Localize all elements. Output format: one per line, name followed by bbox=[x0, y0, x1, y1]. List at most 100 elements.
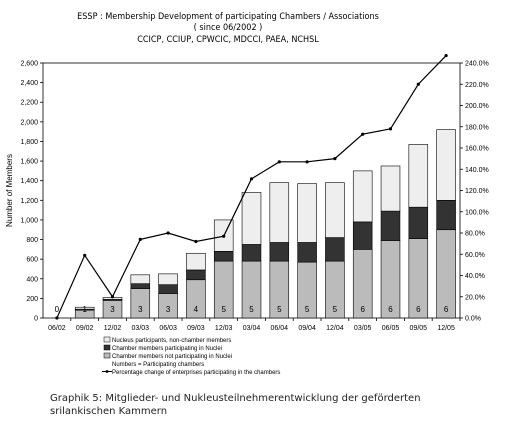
bar-segment bbox=[186, 269, 206, 281]
bar-segment bbox=[130, 274, 151, 284]
bars: 0 1 3 3 3 4 5 5 5 5 5 6 6 6 6 bbox=[55, 129, 456, 319]
line-point bbox=[277, 160, 281, 164]
y2-tick-label: 100.0% bbox=[465, 209, 489, 216]
line-point bbox=[416, 82, 420, 86]
y-tick-label: 2,200 bbox=[20, 100, 38, 107]
bar-data-label: 0 bbox=[55, 305, 60, 314]
bar-data-label: 6 bbox=[388, 305, 393, 314]
y-tick-label: 1,600 bbox=[20, 159, 38, 166]
bar-segment bbox=[158, 273, 178, 285]
x-tick-label: 06/02 bbox=[48, 325, 66, 332]
chart-title: ESSP : Membership Development of partici… bbox=[77, 12, 379, 45]
y2-tick-label: 80.0% bbox=[465, 231, 485, 238]
x-tick-label: 09/05 bbox=[410, 325, 428, 332]
bar-segment bbox=[74, 306, 95, 310]
bar-segment bbox=[436, 200, 456, 231]
x-tick-label: 06/05 bbox=[382, 325, 400, 332]
y-tick-label: 1,000 bbox=[20, 217, 38, 224]
bar-segment bbox=[158, 284, 178, 294]
bar-segment bbox=[436, 129, 456, 201]
bar-data-label: 1 bbox=[82, 305, 87, 314]
legend-label: Percentage change of enterprises partici… bbox=[112, 370, 280, 376]
legend-label: Chamber members not participating in Nuc… bbox=[112, 354, 232, 360]
bar-data-label: 5 bbox=[221, 305, 226, 314]
y-tick-label: 0 bbox=[34, 316, 38, 323]
bar-segment bbox=[325, 182, 345, 238]
bar-data-label: 5 bbox=[333, 305, 338, 314]
y-tick-label: 1,200 bbox=[20, 198, 38, 205]
y2-tick-label: 160.0% bbox=[465, 146, 489, 153]
y-axis-title: Number of Members bbox=[5, 154, 14, 227]
x-tick-label: 12/02 bbox=[104, 325, 122, 332]
x-tick-label: 06/04 bbox=[271, 325, 289, 332]
x-tick-label: 06/03 bbox=[159, 325, 177, 332]
legend-label: Chamber members participating in Nuclei bbox=[112, 346, 222, 352]
x-tick-label: 03/03 bbox=[132, 325, 150, 332]
bar-data-label: 5 bbox=[305, 305, 310, 314]
legend-label: Nucleus participants, non-chamber member… bbox=[112, 338, 231, 344]
legend-line-marker bbox=[105, 370, 109, 373]
bar-data-label: 4 bbox=[194, 305, 199, 314]
y-tick-label: 800 bbox=[26, 237, 38, 244]
chart-title-line-2: ( since 06/2002 ) bbox=[194, 23, 263, 33]
y2-tick-label: 240.0% bbox=[465, 61, 489, 68]
bar-data-label: 3 bbox=[138, 305, 143, 314]
chart-title-line-3: CCICP, CCIUP, CPWCIC, MDCCI, PAEA, NCHSL bbox=[137, 35, 319, 45]
bar-data-label: 5 bbox=[249, 305, 254, 314]
bar-segment bbox=[269, 182, 290, 243]
line-point bbox=[55, 316, 59, 320]
bar-data-label: 6 bbox=[360, 305, 365, 314]
y-tick-label: 1,400 bbox=[20, 178, 38, 185]
x-tick-label: 03/04 bbox=[243, 325, 261, 332]
y-tick-label: 200 bbox=[26, 296, 38, 303]
y2-tick-label: 140.0% bbox=[465, 167, 489, 174]
y2-tick-label: 0.0% bbox=[465, 316, 481, 323]
bar-segment bbox=[213, 251, 234, 262]
legend-label: Numbers = Participating chambers bbox=[112, 362, 204, 368]
legend: Nucleus participants, non-chamber member… bbox=[102, 336, 280, 376]
chart-title-line-1: ESSP : Membership Development of partici… bbox=[77, 12, 379, 22]
bar-data-label: 3 bbox=[110, 305, 115, 314]
bar-segment bbox=[241, 192, 262, 245]
y2-tick-label: 220.0% bbox=[465, 82, 489, 89]
bar-segment bbox=[380, 165, 401, 212]
bar-segment bbox=[408, 144, 429, 208]
x-tick-label: 12/04 bbox=[326, 325, 344, 332]
membership-chart: ESSP : Membership Development of partici… bbox=[5, 12, 489, 376]
y2-tick-label: 40.0% bbox=[465, 273, 485, 280]
y2-tick-label: 180.0% bbox=[465, 124, 489, 131]
y-tick-label: 2,000 bbox=[20, 119, 38, 126]
y-tick-label: 1,800 bbox=[20, 139, 38, 146]
y-tick-label: 600 bbox=[26, 257, 38, 264]
y2-tick-label: 60.0% bbox=[465, 252, 485, 259]
bar-segment bbox=[269, 242, 290, 262]
x-tick-label: 09/04 bbox=[298, 325, 316, 332]
percentage-line bbox=[55, 53, 448, 320]
y2-tick-label: 120.0% bbox=[465, 188, 489, 195]
bar-segment bbox=[380, 210, 401, 241]
line-point bbox=[333, 157, 337, 161]
y-tick-label: 2,600 bbox=[20, 61, 38, 68]
bar-segment bbox=[130, 283, 151, 289]
x-tick-label: 12/05 bbox=[437, 325, 455, 332]
line-point bbox=[388, 127, 393, 131]
legend-swatch bbox=[103, 344, 111, 351]
x-tick-label: 12/03 bbox=[215, 325, 233, 332]
bar-data-label: 6 bbox=[444, 305, 449, 314]
bar-segment bbox=[408, 206, 429, 239]
bar-data-label: 3 bbox=[166, 305, 171, 314]
line-point bbox=[305, 160, 309, 164]
y2-tick-label: 200.0% bbox=[465, 103, 489, 110]
line-point bbox=[222, 234, 226, 238]
line-point bbox=[249, 177, 254, 181]
legend-swatch bbox=[103, 352, 111, 359]
line-point bbox=[194, 239, 198, 244]
line-point bbox=[166, 231, 170, 235]
bar-segment bbox=[325, 237, 345, 262]
x-tick-label: 03/05 bbox=[354, 325, 372, 332]
bar-segment bbox=[241, 244, 262, 262]
line-point bbox=[110, 295, 115, 299]
figure-caption: Graphik 5: Mitglieder- und Nukleusteilne… bbox=[50, 393, 421, 417]
bar-data-label: 5 bbox=[277, 305, 282, 314]
bar-segment bbox=[297, 242, 317, 263]
